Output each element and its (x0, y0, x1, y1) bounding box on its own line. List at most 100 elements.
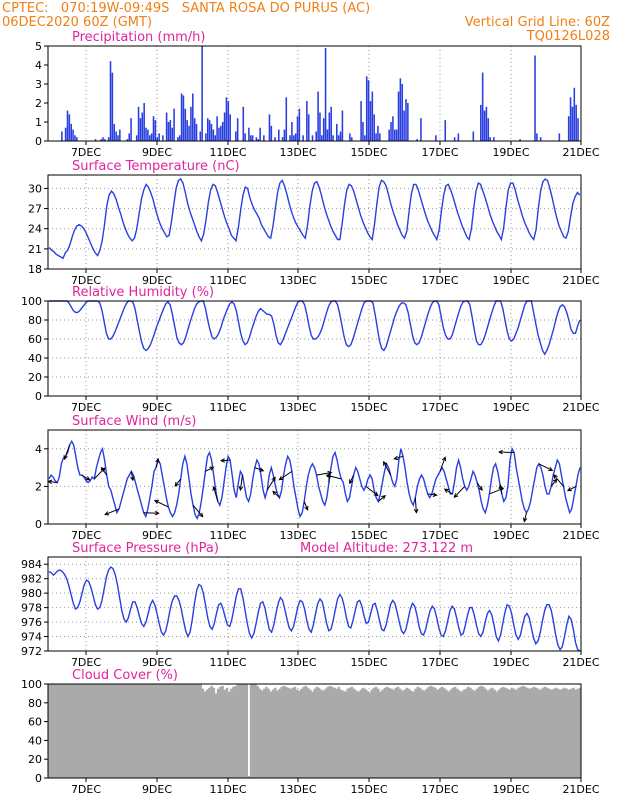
wind-arrow (553, 474, 564, 487)
precip-bar (143, 103, 145, 141)
cloud-bar (223, 689, 227, 778)
precip-bar (393, 129, 396, 141)
cloud-bar (52, 684, 55, 778)
wind-arrow (316, 472, 332, 476)
x-tick-label: 21DEC (562, 656, 599, 669)
wind-arrow (272, 491, 280, 499)
precip-bar (162, 135, 164, 141)
cloud-bar (247, 776, 251, 778)
precip-bar (195, 123, 198, 141)
cloud-bar (578, 687, 582, 778)
panel-title: Surface Pressure (hPa) (72, 541, 219, 556)
precip-bar (147, 129, 149, 141)
cloud-bar (188, 684, 191, 778)
x-tick-label: 19DEC (492, 656, 529, 669)
cloud-bar (370, 689, 374, 778)
wind-arrow-head (130, 476, 135, 482)
cloud-bar (519, 686, 523, 778)
wind-arrow (444, 488, 453, 495)
cloud-bar (315, 686, 319, 778)
precip-bar (573, 87, 576, 141)
precip-bar (373, 114, 375, 141)
cloud-bar (319, 689, 323, 778)
header-model-code: TQ0126L028 (526, 29, 610, 44)
wind-arrow-head (522, 517, 528, 523)
cloud-bar (559, 689, 562, 778)
x-tick-label: 19DEC (492, 783, 529, 796)
cloud-bar (574, 689, 578, 778)
wind-arrow (365, 486, 379, 497)
precip-bar (214, 135, 217, 141)
cloud-bar (453, 686, 457, 778)
y-tick-label: 974 (21, 631, 42, 644)
precip-bar (336, 123, 338, 141)
cloud-bar (254, 684, 257, 778)
cloud-bar (357, 691, 360, 778)
panel-6: 0 20 40 60 80 100 7DEC 9DEC 11DEC 13DEC 15DEC 17DEC… (21, 668, 600, 796)
precip-bar (377, 125, 379, 141)
precip-bar (350, 137, 353, 141)
cloud-bar (366, 690, 369, 778)
wind-arrow (154, 500, 169, 508)
precip-bar (167, 122, 170, 141)
precip-bar (263, 135, 265, 141)
y-tick-label: 80 (28, 697, 42, 710)
y-tick-label: 60 (28, 333, 42, 346)
wind-arrow (349, 474, 355, 484)
cloud-bar (210, 685, 213, 778)
precip-bar (128, 133, 130, 141)
panel-frame (47, 174, 582, 270)
precip-bar (298, 108, 301, 141)
x-tick-label: 17DEC (421, 401, 458, 414)
wind-arrow-head (304, 505, 309, 511)
cloud-bar (543, 686, 547, 778)
precip-bar (94, 139, 97, 141)
x-tick-label: 13DEC (279, 656, 316, 669)
precip-bar (536, 133, 538, 141)
precip-bar (569, 97, 572, 141)
wind-arrow-head (566, 487, 572, 492)
cloud-bar (140, 684, 143, 778)
cloud-bar (302, 686, 306, 778)
cloud-bar (447, 691, 450, 778)
wind-arrow-head (349, 479, 354, 485)
cloud-bar (517, 687, 520, 778)
cloud-bar (436, 689, 439, 778)
y-tick-label: 4 (35, 59, 42, 72)
cloud-bar (273, 687, 277, 778)
cloud-bar (269, 691, 273, 778)
cloud-bar (420, 689, 424, 778)
precip-bar (100, 139, 102, 141)
y-tick-label: 24 (28, 223, 42, 236)
cloud-bar (256, 685, 259, 778)
wind-arrow (499, 484, 503, 495)
precip-bar (229, 114, 231, 141)
wind-arrow (550, 479, 558, 487)
x-tick-label: 13DEC (279, 274, 316, 287)
x-tick-label: 13DEC (279, 529, 316, 542)
cloud-bar (137, 684, 141, 778)
cloud-bar (72, 684, 75, 778)
cloud-bar (570, 688, 573, 778)
x-tick-label: 17DEC (421, 656, 458, 669)
x-tick-label: 13DEC (279, 146, 316, 159)
precip-bar (216, 116, 218, 141)
cloud-bar (464, 688, 468, 778)
wind-arrow-head (553, 474, 558, 479)
cloud-bar (372, 687, 376, 778)
cloud-bar (133, 684, 137, 778)
precip-bar (248, 127, 250, 141)
x-tick-label: 13DEC (279, 401, 316, 414)
cloud-bar (530, 687, 534, 778)
precip-bar (453, 137, 456, 141)
precip-bar (139, 118, 142, 141)
cloud-bar (466, 686, 470, 778)
x-tick-label: 9DEC (142, 783, 172, 796)
x-tick-label: 7DEC (71, 656, 101, 669)
precip-bar (420, 118, 422, 141)
precip-bar (206, 118, 209, 141)
wind-arrow-head (278, 475, 284, 481)
x-tick-label: 19DEC (492, 274, 529, 287)
precip-bar (534, 55, 536, 141)
cloud-bar (407, 688, 411, 778)
